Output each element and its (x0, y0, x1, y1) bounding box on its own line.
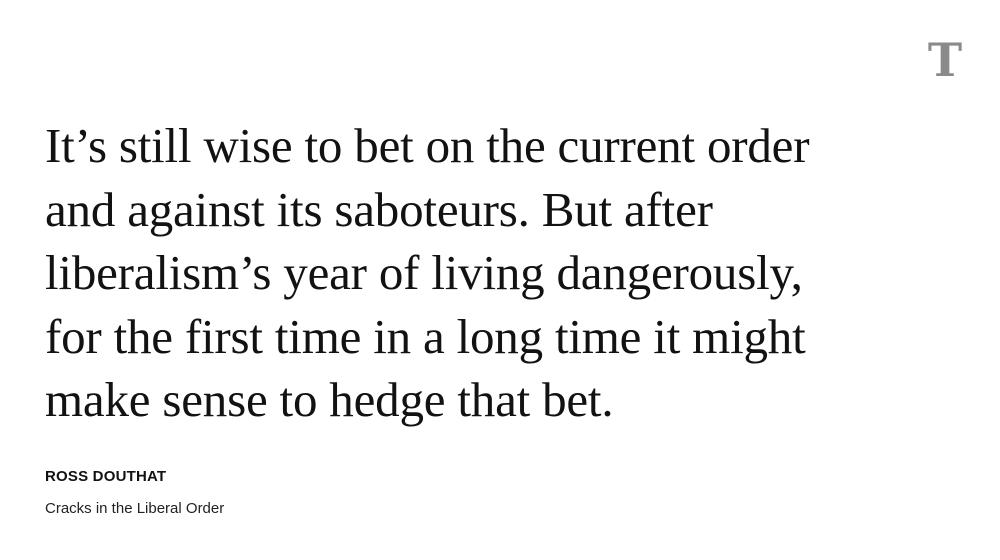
nyt-t-logo-icon: T (927, 33, 963, 87)
quote-line: make sense to hedge that bet. (45, 372, 614, 427)
quote-line: It’s still wise to bet on the current or… (45, 118, 810, 173)
quote-line: and against its saboteurs. But after (45, 181, 713, 237)
quote-line: for the first time in a long time it mig… (45, 308, 806, 364)
article-title: Cracks in the Liberal Order (45, 500, 225, 517)
quote-line: liberalism’s year of living dangerously, (45, 245, 803, 300)
pull-quote: It’s still wise to bet on the current or… (45, 114, 905, 432)
author-name: ROSS DOUTHAT (45, 468, 167, 485)
